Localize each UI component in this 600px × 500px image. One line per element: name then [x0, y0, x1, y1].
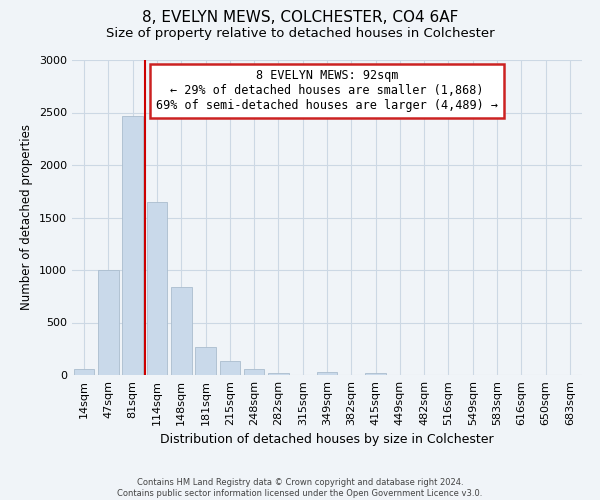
Bar	[122, 116, 143, 375]
Bar	[365, 373, 386, 375]
X-axis label: Distribution of detached houses by size in Colchester: Distribution of detached houses by size …	[160, 434, 494, 446]
Text: 8, EVELYN MEWS, COLCHESTER, CO4 6AF: 8, EVELYN MEWS, COLCHESTER, CO4 6AF	[142, 10, 458, 25]
Bar	[220, 362, 240, 375]
Bar	[244, 369, 265, 375]
Bar	[98, 270, 119, 375]
Bar	[171, 288, 191, 375]
Text: 8 EVELYN MEWS: 92sqm
← 29% of detached houses are smaller (1,868)
69% of semi-de: 8 EVELYN MEWS: 92sqm ← 29% of detached h…	[156, 70, 498, 112]
Text: Contains HM Land Registry data © Crown copyright and database right 2024.
Contai: Contains HM Land Registry data © Crown c…	[118, 478, 482, 498]
Text: Size of property relative to detached houses in Colchester: Size of property relative to detached ho…	[106, 28, 494, 40]
Bar	[146, 202, 167, 375]
Bar	[268, 373, 289, 375]
Bar	[74, 369, 94, 375]
Bar	[317, 372, 337, 375]
Y-axis label: Number of detached properties: Number of detached properties	[20, 124, 34, 310]
Bar	[195, 346, 216, 375]
